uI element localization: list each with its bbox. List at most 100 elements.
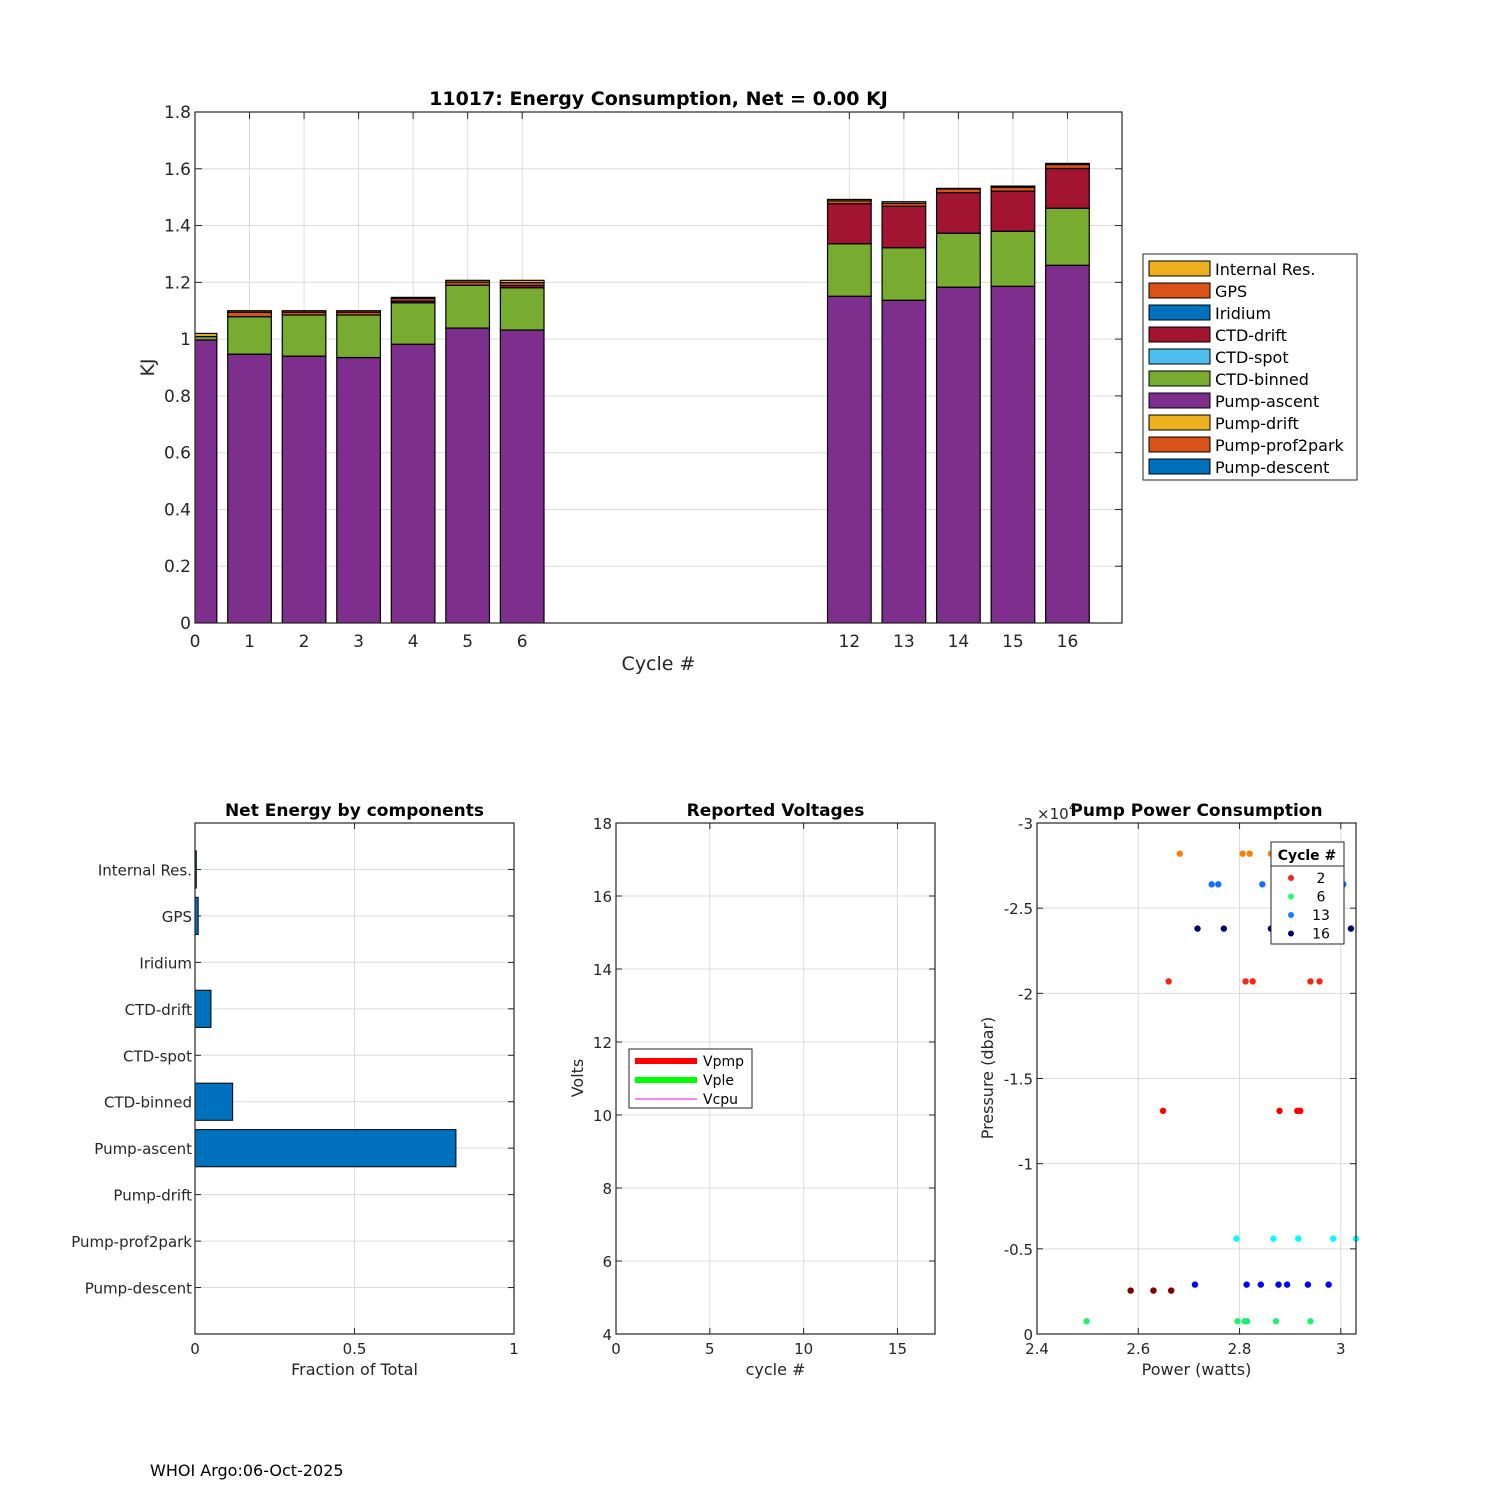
energy-legend-label: Iridium bbox=[1215, 304, 1271, 323]
pump-xtick-label: 2.4 bbox=[1025, 1340, 1049, 1358]
pump-y-exponent-label: ×10 bbox=[1037, 805, 1069, 823]
energy-legend-swatch bbox=[1148, 370, 1211, 387]
pump-data-point bbox=[1215, 881, 1222, 888]
components-xtick-label: 0 bbox=[190, 1340, 200, 1358]
energy-ylabel: KJ bbox=[137, 358, 159, 376]
energy-bar-segment bbox=[935, 232, 981, 288]
pump-data-point bbox=[1307, 1318, 1314, 1325]
voltages-chart: 4 6 8 10 12 14 16 18 0 5 10 15 Reported Voltages cycl… bbox=[568, 801, 936, 1379]
pump-legend-label: 16 bbox=[1312, 927, 1330, 943]
components-category-label: Pump-drift bbox=[113, 1187, 192, 1205]
energy-bar-segment bbox=[826, 243, 872, 297]
pump-xtick-label: 2.8 bbox=[1228, 1340, 1252, 1358]
energy-bar-segment bbox=[990, 285, 1036, 623]
pump-data-point bbox=[1304, 1281, 1312, 1288]
voltages-ytick-label: 4 bbox=[602, 1326, 612, 1344]
energy-xtick-label: 12 bbox=[839, 632, 861, 652]
energy-bar-segment bbox=[445, 327, 491, 623]
energy-bar-segment bbox=[336, 356, 381, 623]
energy-bar-segment bbox=[336, 314, 381, 359]
pump-data-point bbox=[1347, 925, 1355, 932]
pump-frame bbox=[1036, 822, 1357, 1335]
energy-legend-label: GPS bbox=[1215, 282, 1247, 301]
components-category-label: Internal Res. bbox=[98, 861, 192, 879]
energy-legend-label: Pump-descent bbox=[1215, 458, 1329, 477]
energy-ytick-label: 1.2 bbox=[164, 273, 191, 293]
energy-legend-label: Pump-drift bbox=[1215, 414, 1299, 433]
pump-ytick-label: -1 bbox=[1018, 1156, 1033, 1174]
energy-bar-segment bbox=[935, 187, 981, 190]
pump-data-point bbox=[1239, 850, 1246, 857]
energy-bar-segment bbox=[227, 310, 272, 313]
energy-legend-swatch bbox=[1148, 392, 1211, 409]
energy-bar-segment bbox=[445, 284, 491, 329]
energy-legend-swatch bbox=[1148, 458, 1211, 475]
pump-legend-label: 6 bbox=[1317, 890, 1326, 906]
energy-xtick-label: 0 bbox=[190, 632, 201, 652]
pump-data-point bbox=[1208, 881, 1215, 888]
pump-data-point bbox=[1176, 850, 1183, 857]
energy-bar-segment bbox=[990, 185, 1036, 188]
energy-legend-swatch bbox=[1148, 304, 1211, 321]
energy-bar-segment bbox=[881, 201, 927, 205]
energy-xtick-label: 14 bbox=[948, 632, 970, 652]
voltages-ytick-label: 8 bbox=[602, 1180, 612, 1198]
components-category-label: Pump-ascent bbox=[94, 1140, 192, 1158]
energy-bar-segment bbox=[499, 329, 545, 623]
energy-bar-segment bbox=[390, 302, 436, 345]
energy-ytick-label: 1.8 bbox=[164, 103, 191, 123]
voltages-xtick-label: 5 bbox=[705, 1340, 715, 1358]
energy-bar-segment bbox=[227, 311, 272, 318]
energy-bar-segment bbox=[227, 316, 272, 355]
pump-data-point bbox=[1272, 1318, 1280, 1325]
energy-bar-segment bbox=[195, 335, 218, 341]
voltages-xtick-label: 0 bbox=[611, 1340, 621, 1358]
pump-data-point bbox=[1276, 1107, 1283, 1115]
energy-legend-swatch bbox=[1148, 348, 1211, 365]
energy-bar-segment bbox=[281, 355, 327, 623]
voltages-title: Reported Voltages bbox=[687, 801, 865, 821]
energy-bar-segment bbox=[390, 343, 436, 623]
energy-bar-segment bbox=[990, 190, 1036, 232]
components-title: Net Energy by components bbox=[225, 801, 484, 821]
pump-data-point bbox=[1325, 1281, 1332, 1288]
energy-bar-segment bbox=[499, 279, 545, 284]
energy-legend-label: Pump-prof2park bbox=[1215, 436, 1345, 455]
energy-xtick-label: 1 bbox=[244, 632, 255, 652]
voltages-ytick-label: 16 bbox=[593, 888, 612, 906]
voltages-legend-label: Vple bbox=[703, 1073, 734, 1089]
voltages-ytick-label: 12 bbox=[593, 1034, 612, 1052]
energy-chart: 00.20.40.60.811.21.41.61.80 1 2 3 4 5 6 12 13 14 1… bbox=[137, 88, 1358, 675]
pump-data-point bbox=[1234, 1318, 1241, 1325]
pump-data-point bbox=[1283, 1281, 1291, 1288]
pump-ytick-label: -2 bbox=[1018, 985, 1033, 1003]
energy-legend-label: Internal Res. bbox=[1215, 260, 1315, 279]
pump-data-point bbox=[1249, 978, 1256, 985]
components-category-label: CTD-drift bbox=[125, 1001, 192, 1019]
energy-legend-swatch bbox=[1148, 326, 1211, 343]
pump-ytick-label: -2.5 bbox=[1004, 900, 1033, 918]
energy-xtick-label: 15 bbox=[1002, 632, 1024, 652]
pump-data-point bbox=[1167, 1287, 1175, 1294]
components-category-label: CTD-spot bbox=[123, 1047, 192, 1065]
components-frame bbox=[194, 822, 515, 1335]
energy-bar-segment bbox=[390, 296, 436, 300]
pump-legend-box bbox=[1270, 841, 1345, 945]
pump-data-point bbox=[1159, 1107, 1167, 1115]
pump-legend-marker bbox=[1288, 912, 1294, 918]
pump-y-exponent: 4 bbox=[1069, 801, 1076, 814]
components-chart: Internal Res. GPS Iridium CTD-drift CTD-spot… bbox=[71, 801, 519, 1379]
components-xtick-label: 0.5 bbox=[343, 1340, 367, 1358]
pump-legend-title: Cycle # bbox=[1278, 848, 1337, 864]
energy-bar-segment bbox=[935, 286, 981, 623]
pump-title: Pump Power Consumption bbox=[1070, 801, 1322, 821]
pump-ytick-label: -3 bbox=[1018, 815, 1033, 833]
pump-data-point bbox=[1191, 1281, 1199, 1288]
energy-xtick-label: 3 bbox=[353, 632, 364, 652]
voltages-xtick-label: 10 bbox=[794, 1340, 813, 1358]
pump-xlabel: Power (watts) bbox=[1142, 1360, 1252, 1379]
pump-data-point bbox=[1297, 1107, 1304, 1115]
pump-data-point bbox=[1220, 925, 1228, 932]
components-category-label: Pump-descent bbox=[85, 1280, 192, 1298]
